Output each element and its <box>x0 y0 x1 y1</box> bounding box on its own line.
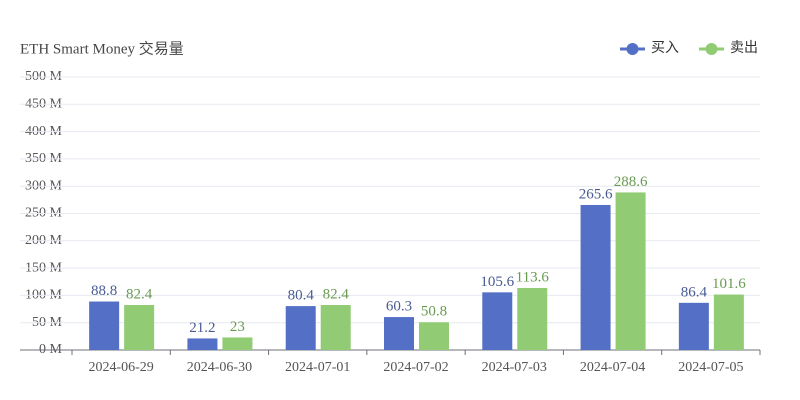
x-tick-label: 2024-07-01 <box>285 360 350 375</box>
data-label: 50.8 <box>421 304 447 320</box>
chart-title: ETH Smart Money 交易量 <box>20 39 184 57</box>
legend-label: 买入 <box>651 40 679 56</box>
data-label: 105.6 <box>480 274 514 290</box>
x-tick-label: 2024-07-03 <box>482 360 547 375</box>
data-label: 21.2 <box>189 320 215 336</box>
bar <box>124 305 155 350</box>
bar <box>285 306 316 350</box>
data-label: 113.6 <box>516 269 550 285</box>
x-tick-label: 2024-06-29 <box>88 360 153 375</box>
x-tick-label: 2024-07-04 <box>580 360 645 375</box>
bar <box>482 292 513 350</box>
data-label: 101.6 <box>712 276 746 292</box>
data-label: 88.8 <box>91 283 117 299</box>
bar <box>580 204 611 350</box>
legend-swatch <box>626 43 639 55</box>
data-label: 265.6 <box>579 186 613 202</box>
x-tick-label: 2024-06-30 <box>187 360 252 375</box>
x-tick-label: 2024-07-05 <box>678 360 743 375</box>
bar <box>678 302 709 350</box>
legend-swatch <box>705 43 718 55</box>
data-label: 288.6 <box>614 174 648 190</box>
data-label: 86.4 <box>681 284 708 300</box>
bar <box>517 287 548 350</box>
x-tick-label: 2024-07-02 <box>383 360 448 375</box>
bar <box>320 305 351 350</box>
data-label: 82.4 <box>126 286 153 302</box>
bar <box>615 192 646 350</box>
legend-label: 卖出 <box>730 40 758 56</box>
data-label: 80.4 <box>288 288 315 304</box>
bar <box>713 294 744 350</box>
bar <box>384 317 414 350</box>
bar <box>222 337 253 350</box>
data-label: 60.3 <box>386 299 412 315</box>
bar <box>187 338 218 350</box>
bar <box>89 301 120 350</box>
bar <box>419 322 449 350</box>
data-label: 23 <box>230 319 245 335</box>
data-label: 82.4 <box>323 286 350 302</box>
